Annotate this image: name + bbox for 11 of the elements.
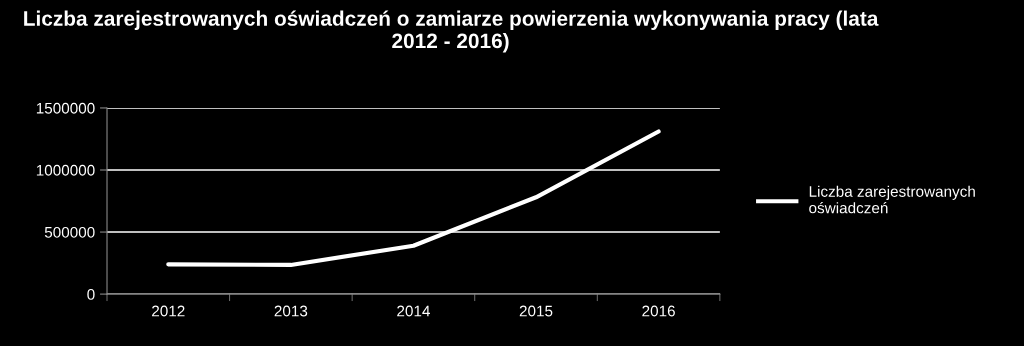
y-tick-label: 1500000 <box>36 102 95 114</box>
chart-title: Liczba zarejestrowanych oświadczeń o zamiarze powierzenia wykonywania pracy (lata 2012 - 2016) <box>24 10 879 53</box>
x-tick-label: 2016 <box>642 305 675 317</box>
x-tick-label: 2015 <box>519 305 553 317</box>
legend-label: Liczba zarejestrowanych oświadczeń <box>809 185 975 214</box>
y-tick-label: 0 <box>87 288 95 300</box>
x-tick-label: 2013 <box>274 305 308 317</box>
x-tick-label: 2012 <box>152 305 185 317</box>
y-tick-label: 500000 <box>44 226 95 238</box>
x-tick-label: 2014 <box>397 305 430 317</box>
y-tick-label: 1000000 <box>36 164 95 176</box>
